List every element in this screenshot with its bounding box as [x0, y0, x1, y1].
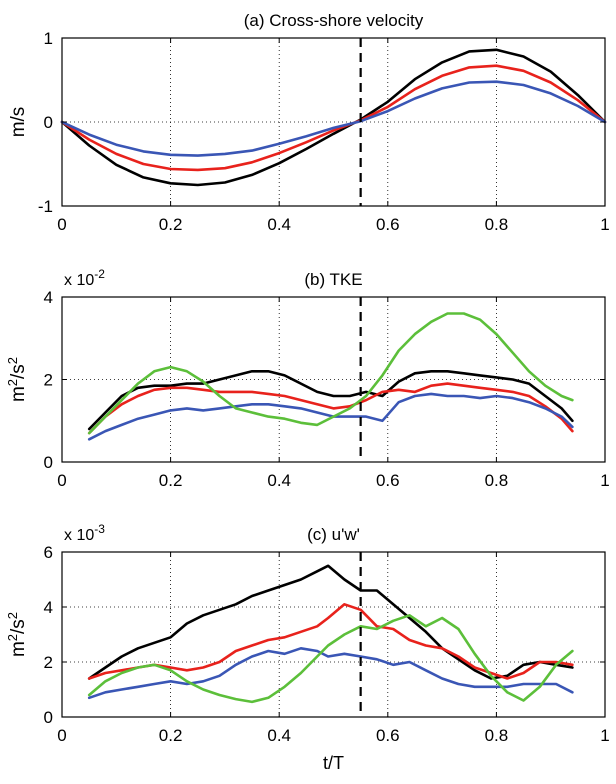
panel-title: (a) Cross-shore velocity [244, 11, 424, 30]
y-tick-label: 0 [44, 453, 53, 472]
plot-area [62, 38, 605, 206]
panel-uw: 0 0.2 0.4 0.6 0.8 1 0 2 4 6 (c) u'w' m2/s2 x 10-3 t/T [5, 522, 610, 773]
panel-title: (c) u'w' [307, 525, 360, 544]
series-line-1 [60, 48, 607, 187]
x-tick-label: 0.6 [376, 471, 400, 490]
y-tick-label: 2 [44, 653, 53, 672]
plot-area [62, 552, 605, 717]
x-tick-label: 1 [600, 726, 609, 745]
panel-title: (b) TKE [304, 270, 362, 289]
series-line-2 [87, 602, 574, 680]
x-tick-label: 0 [57, 726, 66, 745]
panel-velocity: 0 0.2 0.4 0.6 0.8 1-101(a) Cross-shore veloci… [8, 11, 610, 234]
axes-frame [61, 551, 606, 718]
series-line-4 [87, 312, 574, 435]
series-line-2 [60, 64, 607, 172]
x-tick-label: 0 [57, 471, 66, 490]
series-line-2 [87, 382, 574, 435]
panel-tke: 0 0.2 0.4 0.6 0.8 1 0 2 4 (b) TKE m2/s2 x 10-2 [5, 267, 610, 490]
y-tick-label: 0 [44, 708, 53, 727]
x-tick-label: 0.4 [267, 726, 291, 745]
x-tick-label: 0.8 [485, 215, 509, 234]
y-tick-label: 0 [44, 113, 53, 132]
x-tick-label: 0.6 [376, 215, 400, 234]
y-axis-label: m2/s2 [5, 357, 30, 402]
series-line-1 [87, 564, 574, 680]
x-tick-label: 0.8 [485, 726, 509, 745]
x-tick-label: 0.8 [485, 471, 509, 490]
y-axis-label: m2/s2 [5, 612, 30, 657]
y-tick-label: 1 [44, 29, 53, 48]
series-line-4 [87, 613, 574, 704]
y-axis-label: m/s [8, 107, 29, 138]
axis-multiplier: x 10-3 [64, 522, 105, 544]
x-tick-label: 0.6 [376, 726, 400, 745]
x-tick-label: 0.4 [267, 471, 291, 490]
y-tick-label: 4 [44, 288, 53, 307]
x-tick-label: 1 [600, 471, 609, 490]
x-tick-label: 0 [57, 215, 66, 234]
y-tick-label: 6 [44, 543, 53, 562]
series-line-3 [60, 80, 607, 157]
x-tick-label: 0.4 [267, 215, 291, 234]
x-tick-label: 0.2 [159, 726, 183, 745]
series-line-3 [87, 646, 574, 700]
y-tick-label: -1 [38, 197, 53, 216]
y-tick-label: 4 [44, 598, 53, 617]
x-tick-label: 1 [600, 215, 609, 234]
series-line-1 [87, 369, 574, 431]
axis-multiplier: x 10-2 [64, 267, 105, 289]
y-tick-label: 2 [44, 371, 53, 390]
x-tick-label: 0.2 [159, 215, 183, 234]
x-axis-label: t/T [323, 753, 344, 773]
x-tick-label: 0.2 [159, 471, 183, 490]
